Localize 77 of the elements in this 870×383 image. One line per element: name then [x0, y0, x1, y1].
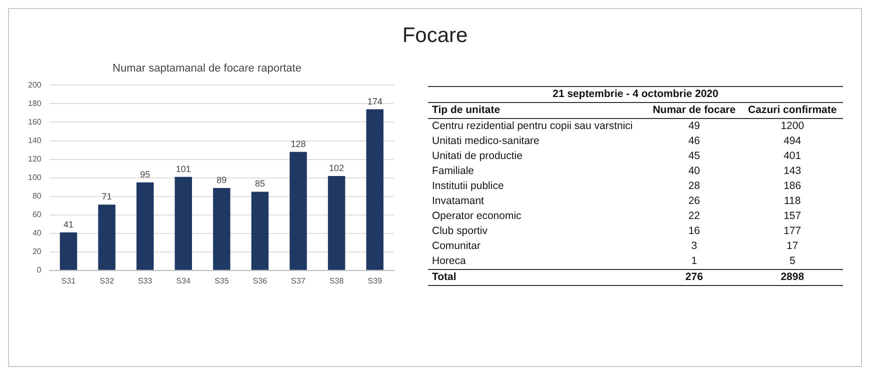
y-tick-label: 0: [36, 266, 42, 275]
data-label: 186: [782, 179, 802, 194]
x-tick-label: S31: [61, 276, 76, 286]
data-label: 26: [687, 194, 701, 209]
data-label: 102: [329, 162, 344, 173]
data-label: 401: [782, 149, 802, 164]
data-label: 174: [367, 96, 382, 106]
chart-subtitle: Numar saptamanal de focare raportate: [112, 62, 302, 75]
x-tick-label: S35: [214, 276, 230, 286]
x-tick-label: S33: [138, 276, 153, 286]
data-label: 177: [782, 224, 802, 239]
data-label: 46: [687, 134, 701, 149]
data-label: 128: [290, 138, 306, 149]
data-label: 22: [687, 209, 701, 224]
data-label: 89: [216, 174, 227, 185]
category-label: Horeca: [431, 254, 467, 269]
bar: [366, 109, 384, 270]
bar: [328, 176, 346, 270]
x-tick-label: S34: [176, 276, 192, 286]
y-tick-label: 100: [28, 173, 42, 182]
y-tick-label: 80: [32, 192, 42, 201]
chart-title: Focare: [401, 24, 469, 48]
bar: [136, 182, 154, 270]
bar: [98, 204, 116, 270]
category-label: Comunitar: [431, 239, 482, 254]
category-label: Institutii publice: [431, 179, 505, 194]
data-label: 85: [254, 178, 265, 189]
bar: [290, 152, 307, 270]
text: Numar de focare: [652, 103, 737, 118]
text: 21 septembrie - 4 octombrie 2020: [428, 86, 843, 102]
y-tick-label: 60: [32, 210, 42, 220]
data-label: 16: [687, 224, 701, 239]
data-label: 28: [687, 179, 701, 194]
x-tick-label: S37: [291, 276, 306, 286]
category-label: Familiale: [431, 164, 476, 179]
data-label: 1200: [780, 119, 806, 134]
data-label: 40: [687, 164, 701, 179]
data-label: 101: [176, 164, 191, 174]
x-tick-label: S32: [100, 276, 114, 286]
y-tick-label: 120: [28, 154, 42, 164]
data-label: 49: [687, 119, 701, 134]
data-label: 71: [102, 192, 112, 202]
category-label: Centru rezidential pentru copii sau varstnici: [431, 119, 634, 134]
y-tick-label: 40: [32, 228, 42, 238]
x-tick-label: S38: [329, 276, 344, 286]
category-label: Total: [431, 270, 458, 285]
text: Cazuri confirmate: [747, 103, 838, 118]
data-label: 5: [788, 254, 796, 269]
y-tick-label: 200: [28, 80, 42, 90]
data-label: 494: [782, 134, 802, 149]
bar: [174, 176, 192, 270]
x-tick-label: S36: [252, 276, 268, 286]
y-tick-label: 140: [28, 136, 42, 145]
data-label: 118: [782, 194, 802, 209]
category-label: Invatamant: [431, 194, 485, 209]
bar: [213, 188, 230, 270]
y-tick-label: 160: [28, 117, 42, 126]
text: Tip de unitate: [431, 103, 502, 118]
data-label: 3: [690, 239, 698, 254]
data-label: 45: [687, 149, 701, 164]
y-tick-label: 180: [28, 98, 42, 108]
data-label: 17: [786, 239, 800, 254]
data-label: 143: [782, 164, 802, 179]
bar: [251, 192, 269, 270]
category-label: Operator economic: [431, 209, 522, 224]
category-label: Unitati de productie: [431, 149, 524, 164]
data-label: 157: [782, 209, 802, 224]
data-label: 1: [690, 254, 698, 269]
data-label: 2898: [780, 270, 806, 285]
data-label: 95: [140, 169, 150, 180]
data-label: 276: [684, 270, 704, 285]
x-tick-label: S39: [368, 276, 383, 286]
category-label: Club sportiv: [431, 224, 488, 239]
y-tick-label: 20: [32, 247, 42, 256]
bar: [60, 232, 78, 270]
data-label: 41: [63, 219, 74, 230]
category-label: Unitati medico-sanitare: [431, 134, 540, 149]
